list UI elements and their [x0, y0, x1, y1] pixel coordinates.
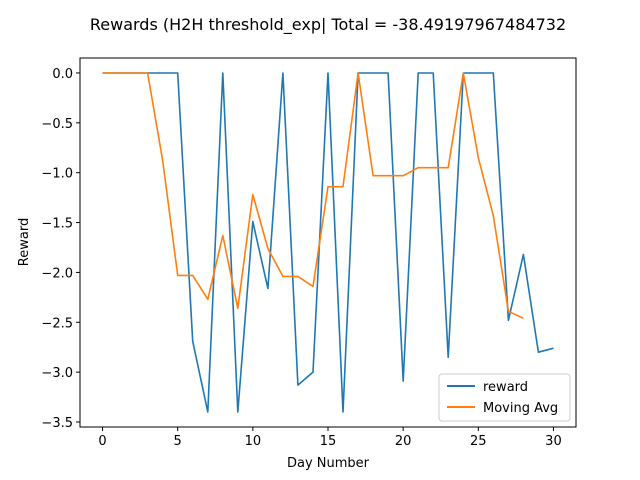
series-line-reward [102, 72, 554, 413]
y-axis-label: Reward [17, 218, 32, 266]
y-tick-label: −3.0 [41, 366, 73, 381]
legend-label-moving-avg: Moving Avg [483, 401, 558, 416]
y-tick-label: −0.5 [41, 117, 73, 132]
x-tick-label: 10 [245, 434, 262, 449]
legend-label-reward: reward [483, 380, 528, 395]
y-tick-label: 0.0 [52, 67, 73, 82]
x-axis: 0 5 10 15 20 25 30 [98, 427, 562, 449]
legend: reward Moving Avg [438, 373, 571, 422]
y-tick-label: −2.0 [41, 266, 73, 281]
x-tick-label: 20 [395, 434, 412, 449]
y-tick-label: −2.5 [41, 316, 73, 331]
series-line-moving-avg [102, 72, 524, 320]
x-tick-label: 0 [98, 434, 106, 449]
x-axis-label: Day Number [287, 456, 370, 471]
y-tick-label: −3.5 [41, 416, 73, 431]
x-tick-label: 5 [174, 434, 182, 449]
series-layer [102, 72, 554, 413]
x-tick-label: 15 [320, 434, 337, 449]
x-tick-label: 30 [545, 434, 562, 449]
x-tick-label: 25 [470, 434, 487, 449]
y-tick-label: −1.0 [41, 167, 73, 182]
y-axis: 0.0 −0.5 −1.0 −1.5 −2.0 −2.5 −3.0 −3.5 [41, 67, 80, 431]
y-tick-label: −1.5 [41, 217, 73, 232]
chart-title: Rewards (H2H threshold_exp| Total = -38.… [90, 15, 566, 35]
